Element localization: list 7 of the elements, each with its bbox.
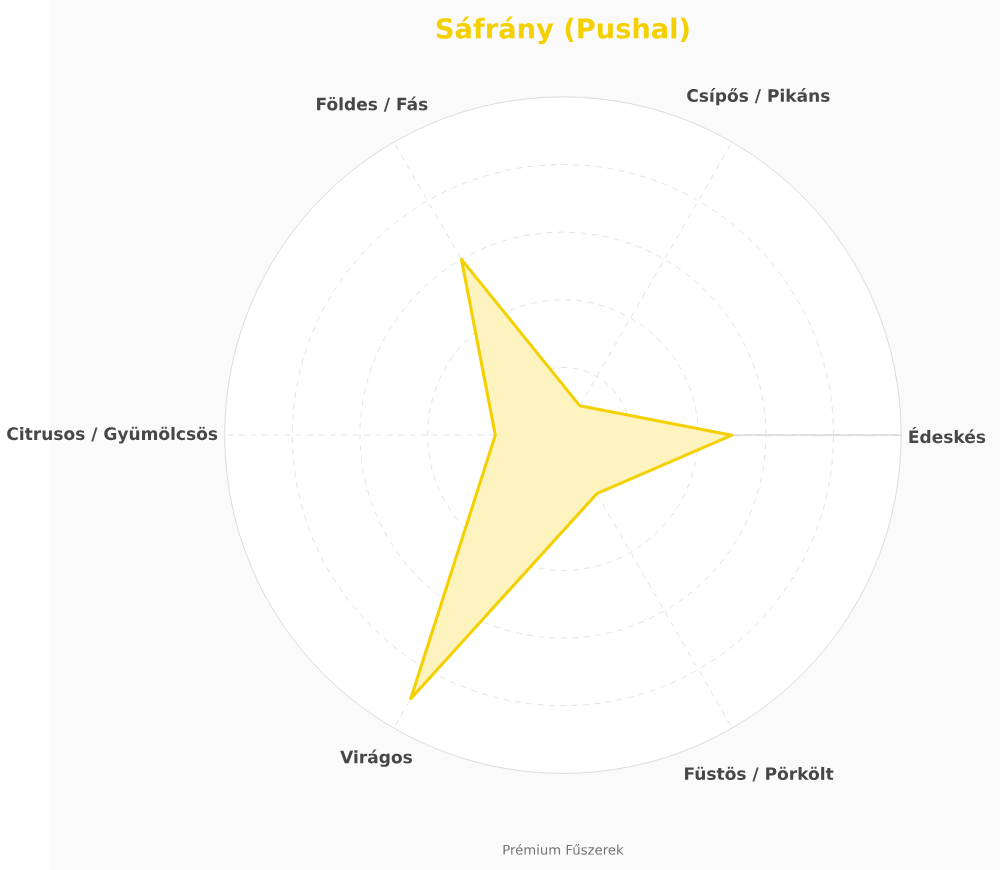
chart-title: Sáfrány (Pushal) <box>436 16 689 45</box>
spoke-label: Földes / Fás <box>317 96 428 112</box>
spoke-label: Füstös / Pörkölt <box>685 766 834 782</box>
spoke-label: Csípős / Pikáns <box>687 87 830 106</box>
spoke-label: Citrusos / Gyümölcsös <box>7 426 218 444</box>
spoke-label: Édeskés <box>909 426 986 444</box>
spoke-label: Virágos <box>340 749 412 767</box>
